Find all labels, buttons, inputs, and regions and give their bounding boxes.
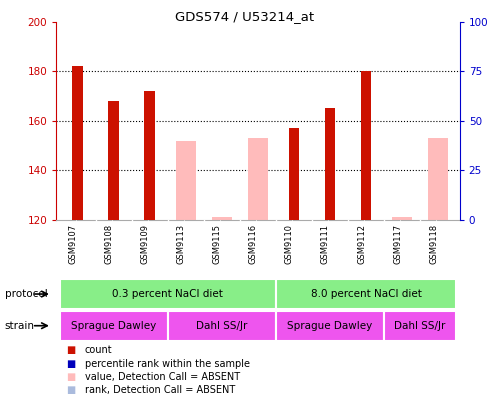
- Bar: [360, 71, 371, 220]
- Bar: [60, 311, 167, 341]
- Bar: [324, 109, 335, 220]
- Text: GSM9109: GSM9109: [141, 225, 150, 265]
- Text: Dahl SS/Jr: Dahl SS/Jr: [196, 321, 247, 331]
- Text: GSM9107: GSM9107: [69, 225, 78, 265]
- Text: 0.3 percent NaCl diet: 0.3 percent NaCl diet: [112, 289, 223, 299]
- Text: ■: ■: [66, 385, 75, 395]
- Text: Dahl SS/Jr: Dahl SS/Jr: [393, 321, 445, 331]
- Text: count: count: [84, 345, 112, 356]
- Text: strain: strain: [5, 321, 35, 331]
- Text: rank, Detection Call = ABSENT: rank, Detection Call = ABSENT: [84, 385, 234, 395]
- Text: ■: ■: [66, 358, 75, 369]
- Bar: [212, 217, 231, 220]
- Text: GSM9112: GSM9112: [356, 225, 365, 265]
- Text: GSM9117: GSM9117: [392, 225, 401, 265]
- Bar: [427, 138, 447, 220]
- Bar: [383, 311, 455, 341]
- Text: protocol: protocol: [5, 289, 47, 299]
- Bar: [247, 138, 267, 220]
- Text: GSM9108: GSM9108: [104, 225, 114, 265]
- Text: GSM9113: GSM9113: [177, 225, 185, 265]
- Bar: [144, 91, 155, 220]
- Text: Sprague Dawley: Sprague Dawley: [71, 321, 156, 331]
- Text: GSM9116: GSM9116: [248, 225, 258, 265]
- Text: ■: ■: [66, 371, 75, 382]
- Text: GSM9111: GSM9111: [320, 225, 329, 265]
- Text: value, Detection Call = ABSENT: value, Detection Call = ABSENT: [84, 371, 239, 382]
- Bar: [167, 311, 275, 341]
- Bar: [60, 279, 275, 309]
- Text: percentile rank within the sample: percentile rank within the sample: [84, 358, 249, 369]
- Bar: [391, 217, 411, 220]
- Bar: [275, 311, 383, 341]
- Text: GSM9115: GSM9115: [212, 225, 222, 265]
- Bar: [108, 101, 119, 220]
- Text: Sprague Dawley: Sprague Dawley: [287, 321, 372, 331]
- Bar: [275, 279, 455, 309]
- Bar: [72, 66, 83, 220]
- Text: GSM9110: GSM9110: [285, 225, 293, 265]
- Text: 8.0 percent NaCl diet: 8.0 percent NaCl diet: [310, 289, 421, 299]
- Text: ■: ■: [66, 345, 75, 356]
- Bar: [288, 128, 299, 220]
- Text: GSM9118: GSM9118: [428, 225, 437, 265]
- Bar: [176, 141, 195, 220]
- Text: GDS574 / U53214_at: GDS574 / U53214_at: [175, 10, 313, 23]
